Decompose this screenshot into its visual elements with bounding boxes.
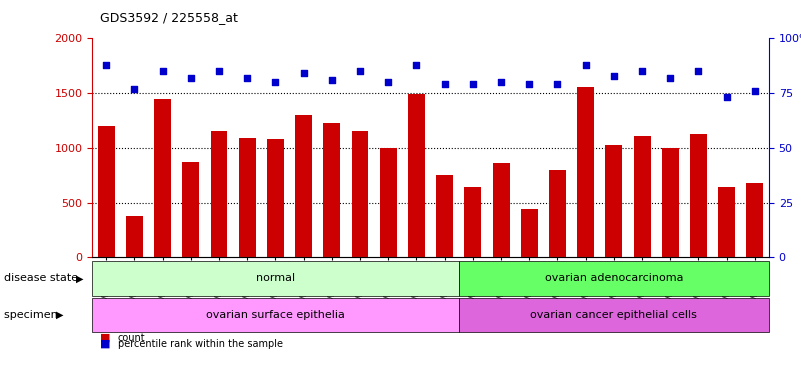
Point (410, 61, 423, 68)
Point (297, 70, 310, 76)
Point (466, 81, 479, 88)
Bar (352, 131, 368, 257)
Point (156, 68, 169, 74)
Text: specimen: specimen (4, 310, 61, 320)
Text: ▶: ▶ (76, 273, 83, 283)
Text: ■: ■ (100, 339, 111, 349)
Point (664, 75, 677, 81)
Point (438, 81, 451, 88)
Text: ovarian cancer epithelial cells: ovarian cancer epithelial cells (530, 310, 698, 320)
Bar (267, 139, 284, 257)
Bar (718, 187, 735, 257)
Bar (690, 134, 707, 257)
Bar (126, 216, 143, 257)
Point (495, 79, 508, 85)
Point (579, 61, 592, 68)
Text: GDS3592 / 225558_at: GDS3592 / 225558_at (100, 12, 238, 25)
Bar (295, 115, 312, 257)
Bar (380, 148, 396, 257)
Point (128, 86, 141, 92)
Text: percentile rank within the sample: percentile rank within the sample (118, 339, 283, 349)
Bar (521, 209, 537, 257)
Text: ■: ■ (100, 333, 111, 343)
Point (212, 68, 225, 74)
Point (100, 61, 113, 68)
Point (325, 77, 338, 83)
Point (382, 79, 395, 85)
Bar (324, 122, 340, 257)
Bar (747, 183, 763, 257)
Bar (493, 163, 509, 257)
Point (241, 75, 254, 81)
Bar (437, 175, 453, 257)
Text: normal: normal (256, 273, 295, 283)
Point (184, 75, 197, 81)
Point (523, 81, 536, 88)
Text: ▶: ▶ (56, 310, 63, 320)
Bar (662, 148, 678, 257)
Bar (211, 131, 227, 257)
Point (269, 79, 282, 85)
Bar (578, 86, 594, 257)
Bar (408, 94, 425, 257)
Bar (98, 126, 115, 257)
Bar (154, 99, 171, 257)
Text: ovarian surface epithelia: ovarian surface epithelia (206, 310, 345, 320)
Bar (606, 144, 622, 257)
Bar (549, 170, 566, 257)
Text: disease state: disease state (4, 273, 82, 283)
Point (748, 88, 761, 94)
Bar (634, 136, 650, 257)
Point (692, 68, 705, 74)
Text: ovarian adenocarcinoma: ovarian adenocarcinoma (545, 273, 683, 283)
Point (720, 94, 733, 101)
Point (353, 68, 366, 74)
Bar (465, 187, 481, 257)
Point (607, 73, 620, 79)
Bar (183, 162, 199, 257)
Point (551, 81, 564, 88)
Bar (239, 138, 256, 257)
Point (636, 68, 649, 74)
Text: count: count (118, 333, 145, 343)
